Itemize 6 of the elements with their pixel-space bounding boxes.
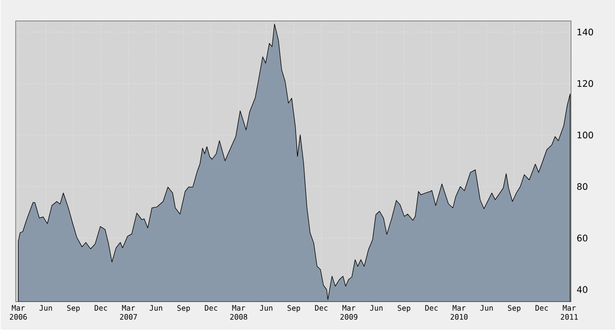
y-tick-label: 40 [577, 286, 588, 294]
y-tick-label: 80 [577, 183, 588, 190]
y-tick-label: 60 [577, 234, 588, 242]
y-tick-label: 120 [578, 80, 594, 88]
y-tick-label: 140 [578, 28, 594, 36]
y-tick-label: 100 [578, 132, 594, 139]
